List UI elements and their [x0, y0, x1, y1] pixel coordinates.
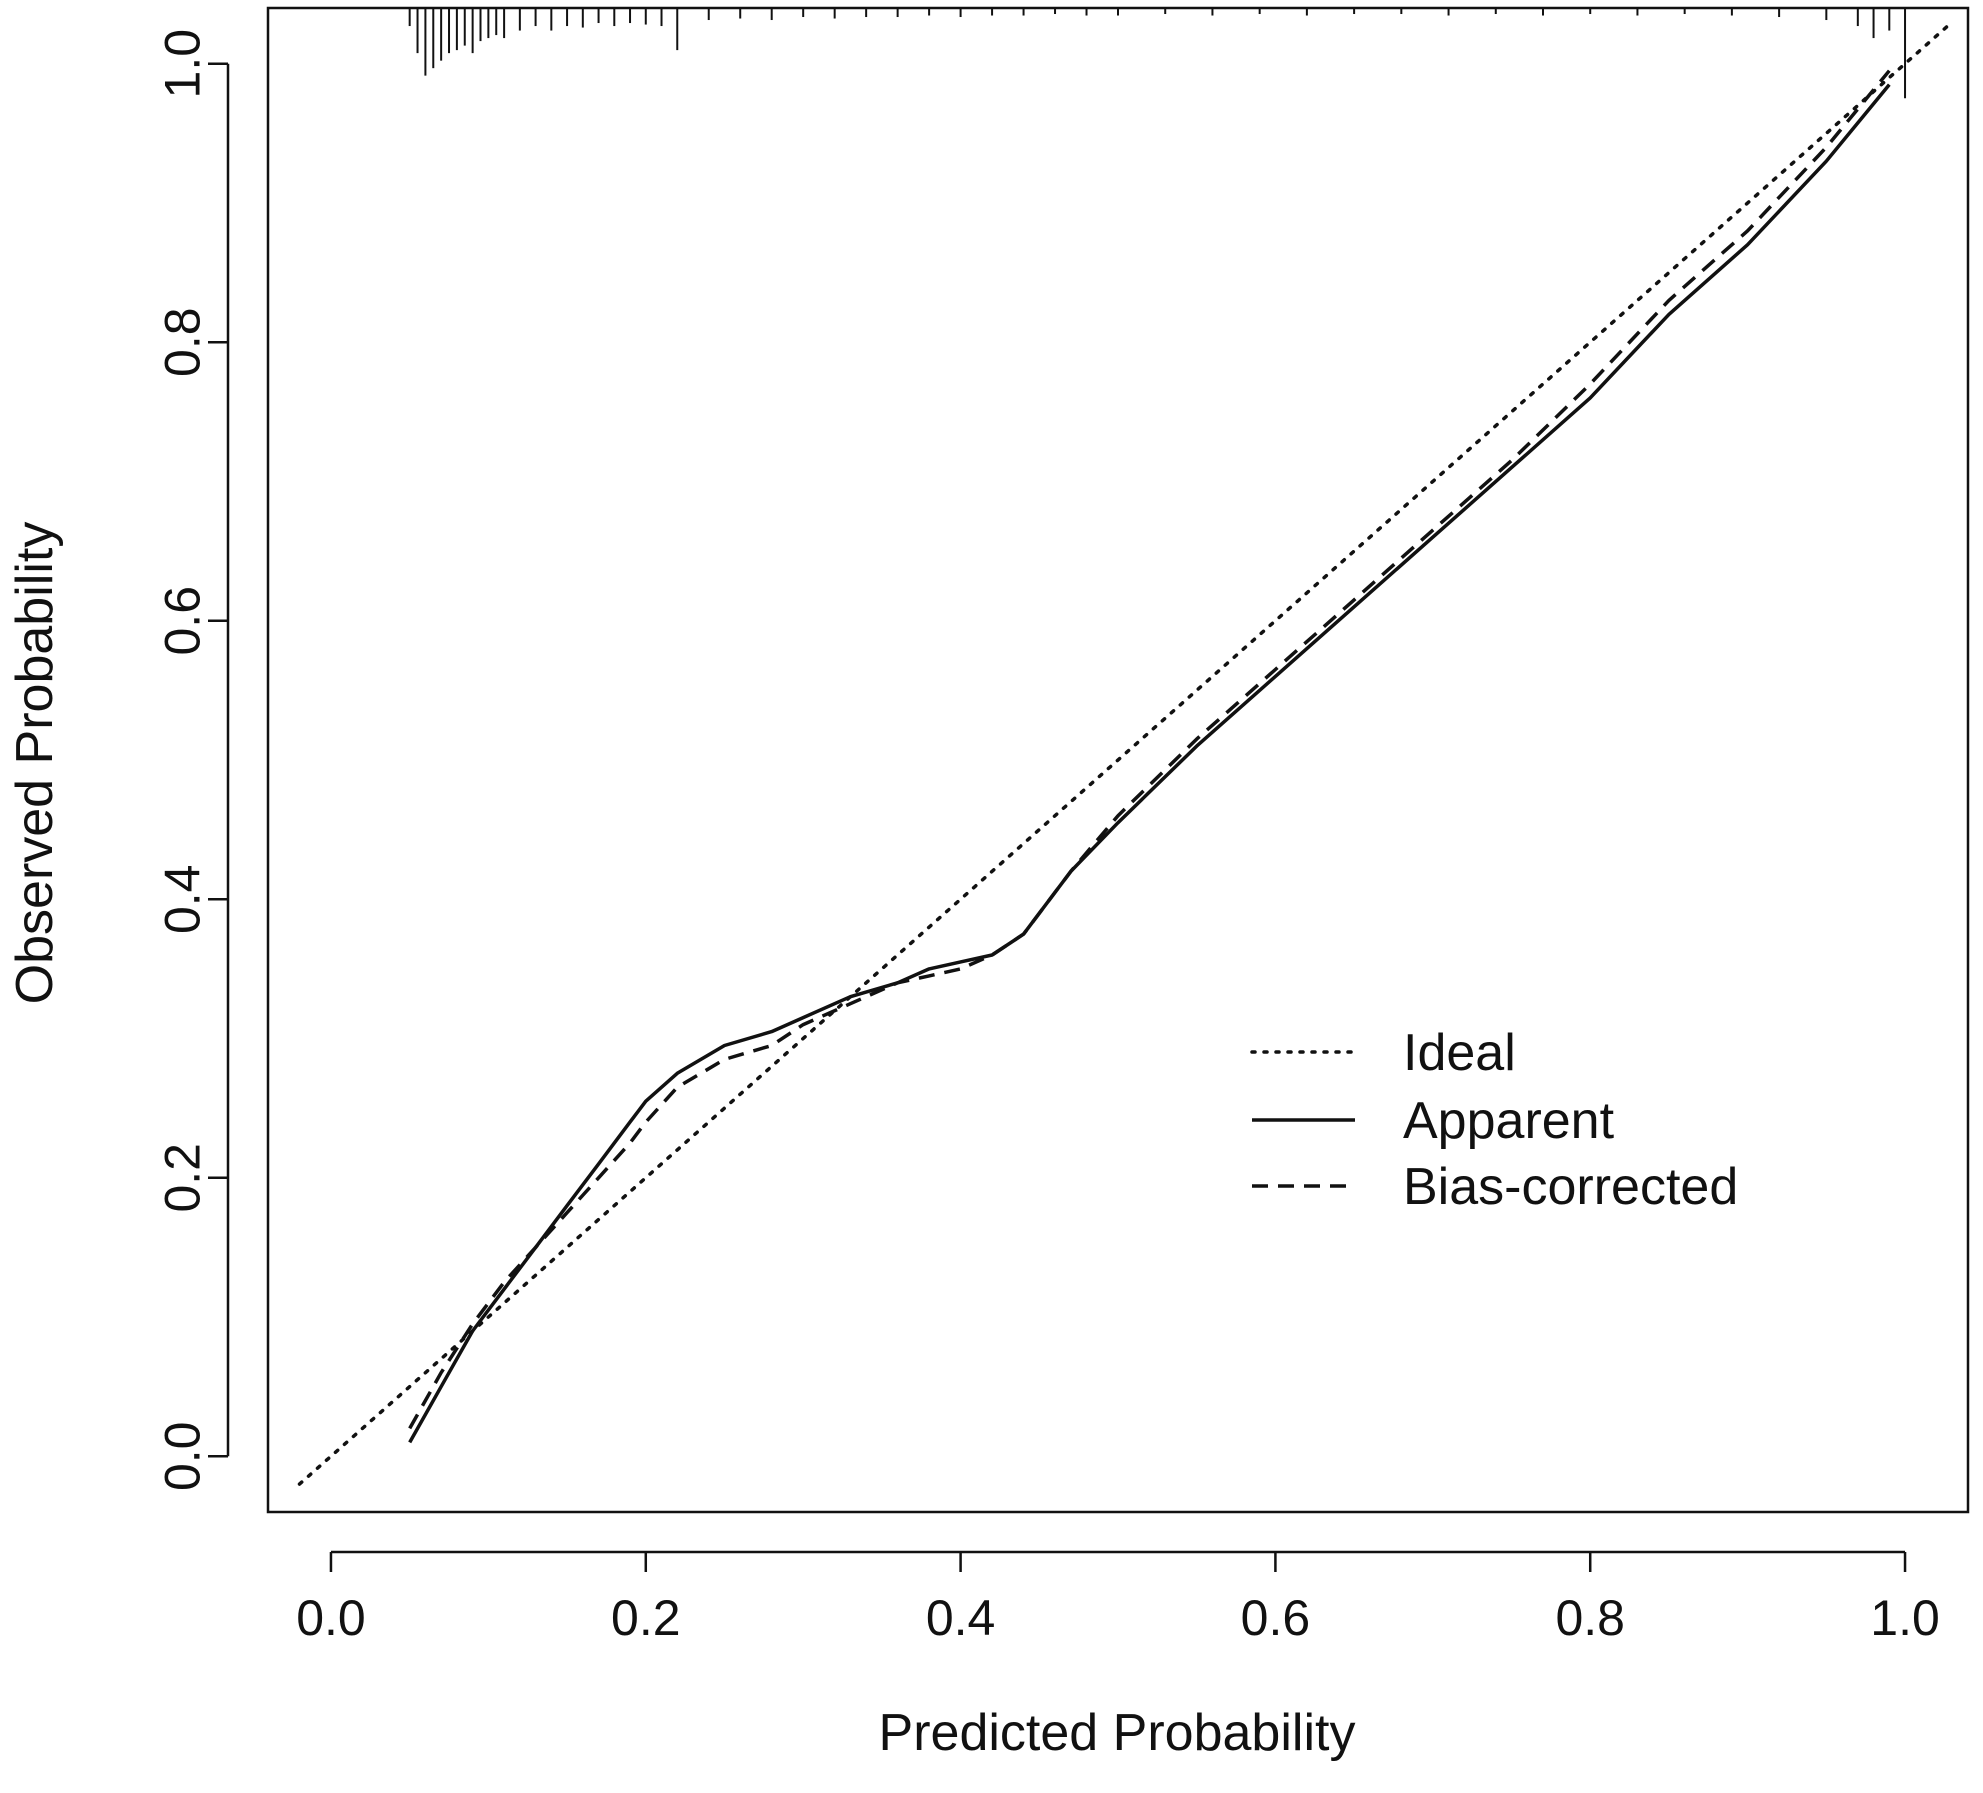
y-tick-label: 0.2: [155, 1143, 211, 1213]
x-tick-label: 0.2: [611, 1590, 681, 1646]
legend-label-bias-corrected: Bias-corrected: [1403, 1158, 1738, 1216]
x-tick-label: 0.4: [926, 1590, 996, 1646]
y-tick-label: 0.0: [155, 1422, 211, 1492]
series-line-bias-corrected: [408, 69, 1891, 1430]
y-tick-label: 1.0: [155, 29, 211, 99]
legend-label-apparent: Apparent: [1403, 1092, 1615, 1150]
x-tick-label: 0.8: [1555, 1590, 1625, 1646]
y-tick-label: 0.8: [155, 307, 211, 377]
y-tick-label: 0.6: [155, 586, 211, 656]
y-axis-label: Observed Probability: [6, 522, 64, 1005]
x-tick-label: 1.0: [1870, 1590, 1940, 1646]
series-line-ideal: [297, 20, 1955, 1486]
legend: Ideal Apparent Bias-corrected: [1250, 1024, 1738, 1216]
series-line-apparent: [408, 83, 1891, 1444]
legend-label-ideal: Ideal: [1403, 1024, 1516, 1082]
y-tick-label: 0.4: [155, 865, 211, 935]
x-tick-label: 0.6: [1241, 1590, 1311, 1646]
x-tick-label: 0.0: [296, 1590, 366, 1646]
x-axis-label: Predicted Probability: [879, 1704, 1356, 1762]
